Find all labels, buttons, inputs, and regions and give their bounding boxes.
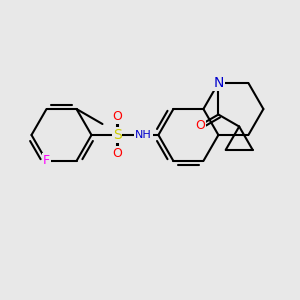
Text: O: O <box>112 110 122 123</box>
Text: S: S <box>112 128 122 142</box>
Text: O: O <box>195 118 205 131</box>
Text: O: O <box>112 147 122 160</box>
Text: NH: NH <box>135 130 152 140</box>
Text: F: F <box>43 154 50 167</box>
Text: N: N <box>213 76 224 90</box>
